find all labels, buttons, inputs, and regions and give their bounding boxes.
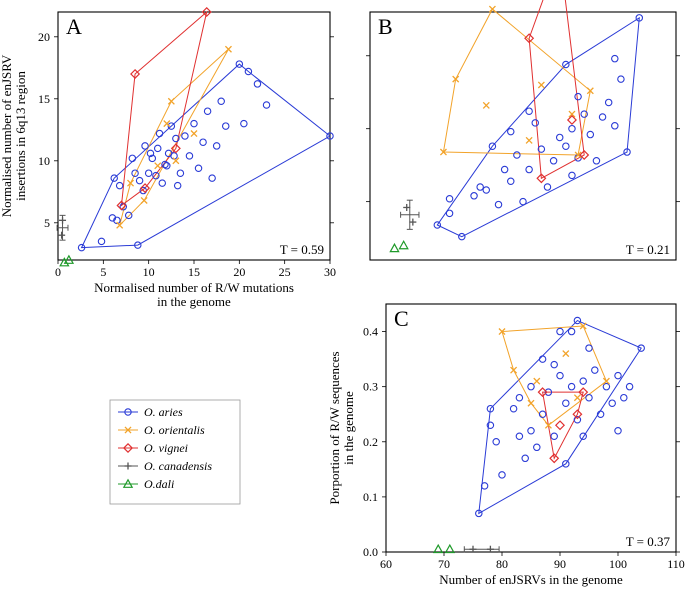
hull-vignei: [529, 0, 584, 178]
x-tick-label: 90: [554, 557, 566, 571]
hull-orient: [120, 49, 229, 225]
y-tick-label: 10: [38, 154, 50, 168]
svg-text:Normalised number of enJSRV: Normalised number of enJSRV: [0, 54, 14, 217]
panel-label: C: [394, 306, 409, 331]
svg-text:Porportion of R/W sequences: Porportion of R/W sequences: [327, 351, 342, 504]
hull-aries: [82, 64, 330, 248]
y-tick-label: 15: [38, 92, 50, 106]
y-tick-label: 0.3: [363, 380, 378, 394]
panel-frame: [370, 12, 676, 260]
legend-item: O. canadensis: [144, 459, 212, 473]
x-tick-label: 80: [496, 557, 508, 571]
y-tick-label: 0.0: [363, 545, 378, 559]
y-tick-label: 0.2: [363, 435, 378, 449]
t-stat: T = 0.37: [626, 534, 671, 549]
x-axis-label: in the genome: [157, 294, 231, 309]
x-tick-label: 20: [233, 265, 245, 279]
legend-item: O. vignei: [144, 441, 188, 455]
svg-text:in the genome: in the genome: [341, 391, 356, 465]
x-tick-label: 70: [438, 557, 450, 571]
x-tick-label: 0: [55, 265, 61, 279]
y-tick-label: 0.4: [363, 325, 378, 339]
t-stat: T = 0.21: [626, 242, 670, 257]
x-axis-label: Number of enJSRVs in the genome: [439, 572, 623, 587]
hull-orient: [443, 9, 590, 155]
x-axis-label: Normalised number of R/W mutations: [94, 280, 294, 295]
x-tick-label: 30: [324, 265, 336, 279]
panel-label: A: [66, 14, 82, 39]
panel-C: 60 70 80 90 100 110 0.0 0.1 0.2 0.3 0.4 C T = 0.37 Nu…: [327, 304, 685, 587]
svg-text:insertions in 6q13 region: insertions in 6q13 region: [13, 71, 28, 201]
y-tick-label: 20: [38, 30, 50, 44]
hull-aries: [437, 18, 639, 237]
legend-item: O.dali: [144, 477, 174, 491]
y-tick-label: 5: [44, 216, 50, 230]
x-tick-label: 25: [279, 265, 291, 279]
y-tick-label: 0.1: [363, 490, 378, 504]
panel-label: B: [378, 14, 393, 39]
hull-orient: [502, 326, 606, 425]
x-tick-label: 5: [100, 265, 106, 279]
x-tick-label: 15: [188, 265, 200, 279]
x-tick-label: 60: [380, 557, 392, 571]
t-stat: T = 0.59: [280, 242, 324, 257]
x-tick-label: 10: [143, 265, 155, 279]
x-tick-label: 100: [609, 557, 627, 571]
panel-B: B T = 0.21: [366, 0, 680, 260]
panel-frame: [58, 12, 330, 260]
legend-item: O. orientalis: [144, 423, 205, 437]
legend: O. aries O. orientalis O. vignei O. canaden…: [110, 400, 240, 504]
legend-item: O. aries: [144, 405, 183, 419]
panel-A: 0 5 10 15 20 25 30 5 10 15 20 A T = 0.59 Normalised n…: [0, 8, 336, 309]
figure: 0 5 10 15 20 25 30 5 10 15 20 A T = 0.59 Normalised n…: [0, 0, 685, 591]
x-tick-label: 110: [667, 557, 685, 571]
